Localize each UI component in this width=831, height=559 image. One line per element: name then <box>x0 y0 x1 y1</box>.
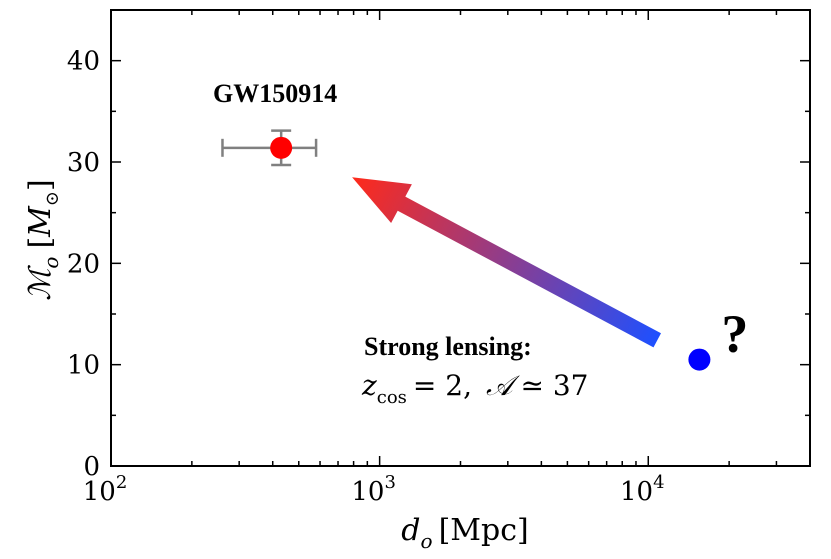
gw150914-errorbars <box>221 129 318 167</box>
x-tick-label: 103 <box>351 472 396 507</box>
question-mark-label: ? <box>721 304 748 364</box>
unknown-source-point <box>688 348 711 371</box>
y-tick-label: 0 <box>83 452 100 482</box>
gw150914-label: GW150914 <box>213 79 337 108</box>
y-tick-label: 10 <box>67 351 100 381</box>
x-axis-label: do [Mpc] <box>401 513 528 553</box>
gw150914-point <box>270 136 293 159</box>
x-tick-label: 102 <box>83 472 128 507</box>
y-axis-label: ℳo[M⊙] <box>23 179 63 300</box>
y-tick-label: 20 <box>67 249 100 279</box>
y-tick-label: 40 <box>67 47 100 77</box>
lensing-arrow <box>352 177 661 348</box>
y-axis-ticks: 0 10 20 30 40 <box>67 9 810 482</box>
annotation-values: zcos = 2, 𝒜 ≃ 37 <box>361 369 589 408</box>
x-tick-label: 104 <box>620 472 665 507</box>
lensing-arrow-shape <box>352 177 661 348</box>
annotation-title: Strong lensing: <box>364 332 532 361</box>
x-axis-ticks: 102 103 104 <box>83 10 811 507</box>
y-tick-label: 30 <box>67 148 100 178</box>
